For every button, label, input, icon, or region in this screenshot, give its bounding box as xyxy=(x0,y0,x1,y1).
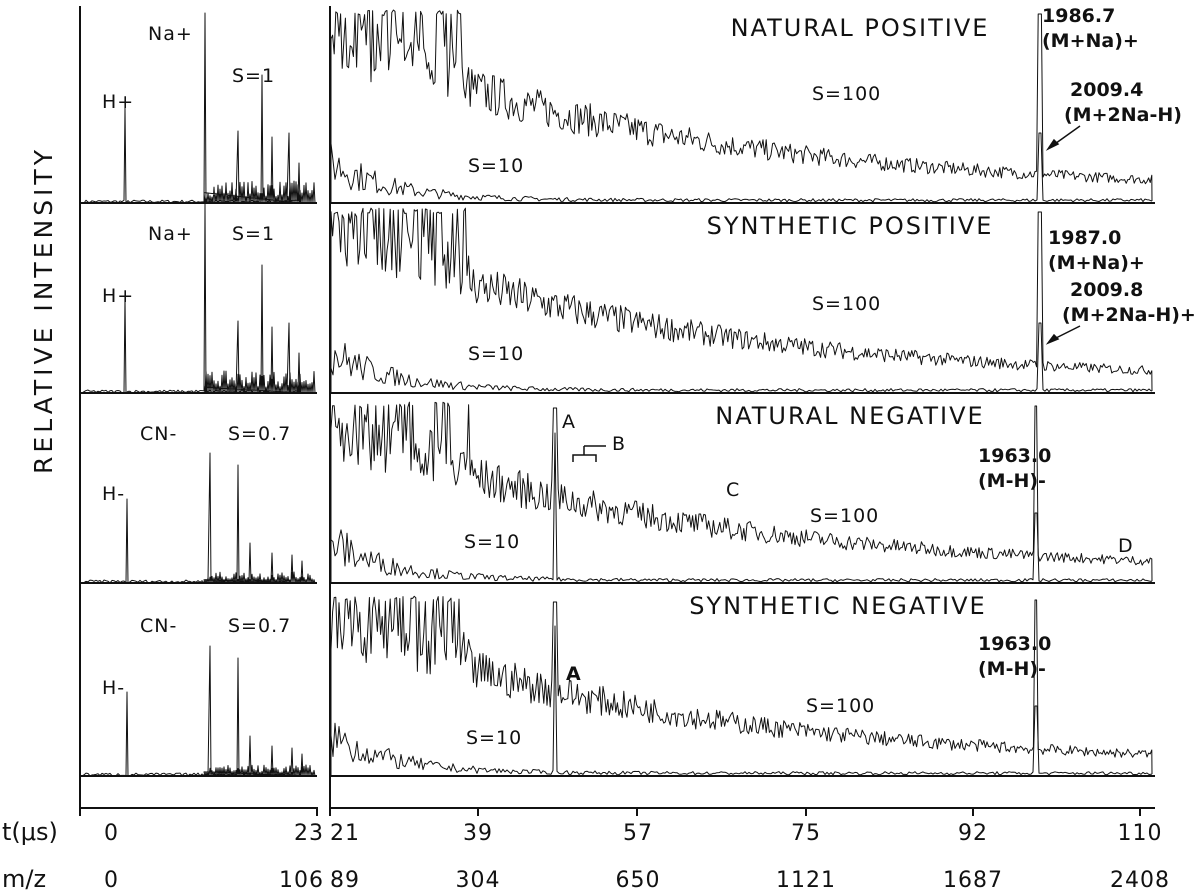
scale-label: S=10 xyxy=(468,155,524,177)
scale-label: S=100 xyxy=(812,293,881,315)
peak-mass-label: 2009.8 xyxy=(1070,279,1143,301)
panel-title: NATURAL POSITIVE xyxy=(731,14,990,42)
peak-ion-label: (M-H)- xyxy=(978,658,1046,680)
scale-label: S=100 xyxy=(810,505,879,527)
mz-tick-label: 0 xyxy=(104,868,119,891)
mz-tick-labels: 0 106 89 304 650 1121 1687 2408 xyxy=(104,868,1170,891)
peak-mass-label: 1986.7 xyxy=(1042,5,1115,27)
s100-spectrum-trace xyxy=(330,595,1153,776)
h-ion-label: H+ xyxy=(102,91,134,113)
marker-label: D xyxy=(1118,535,1134,557)
bracket-b xyxy=(572,445,606,462)
scale-label: S=0.7 xyxy=(228,423,291,445)
left-spectrum-trace xyxy=(81,202,316,394)
marker-label: C xyxy=(726,479,740,501)
axis-ticks xyxy=(79,808,1141,816)
s10-spectrum-trace xyxy=(330,322,1153,393)
h-ion-label: H- xyxy=(102,483,125,505)
na-ion-label: Na+ xyxy=(148,223,193,245)
time-axis-label: t(μs) xyxy=(2,818,58,846)
peak-mass-label: 1987.0 xyxy=(1048,227,1121,249)
peak-ion-label: (M+Na)+ xyxy=(1048,252,1145,274)
left-spectrum-trace xyxy=(81,645,316,777)
peak-mass-label: 2009.4 xyxy=(1070,79,1143,101)
s10-spectrum-trace xyxy=(330,432,1153,583)
panel-natural-negative: NATURAL NEGATIVE H- CN- S=0.7 S=100 S=10… xyxy=(81,401,1153,584)
scale-label: S=0.7 xyxy=(228,615,291,637)
cn-ion-label: CN- xyxy=(140,423,177,445)
time-tick-label: 75 xyxy=(791,821,821,846)
scale-label: S=1 xyxy=(232,65,275,87)
panel-title: SYNTHETIC POSITIVE xyxy=(707,212,994,240)
s10-spectrum-trace xyxy=(330,132,1153,203)
mz-tick-label: 304 xyxy=(456,868,501,891)
panel-natural-positive: NATURAL POSITIVE H+ Na+ S=1 S=100 S=10 1… xyxy=(82,5,1182,204)
na-ion-label: Na+ xyxy=(148,23,193,45)
time-tick-label: 110 xyxy=(1118,821,1163,846)
peak-ion-label: (M+2Na-H)+ xyxy=(1062,304,1196,326)
mz-tick-label: 1121 xyxy=(776,868,836,891)
time-tick-label: 57 xyxy=(623,821,653,846)
scale-label: S=100 xyxy=(812,83,881,105)
s100-spectrum-trace xyxy=(330,401,1153,583)
time-tick-labels: 0 23 21 39 57 75 92 110 xyxy=(104,821,1163,846)
panel-title: SYNTHETIC NEGATIVE xyxy=(689,592,986,620)
marker-label: A xyxy=(566,663,582,685)
y-axis-label: RELATIVE INTENSITY xyxy=(29,146,58,474)
s10-spectrum-trace xyxy=(330,625,1153,776)
scale-label: S=1 xyxy=(232,223,275,245)
time-tick-label: 21 xyxy=(330,821,360,846)
peak-arrow xyxy=(1045,125,1081,151)
scale-label: S=100 xyxy=(806,695,875,717)
mz-tick-label: 2408 xyxy=(1110,868,1170,891)
time-tick-label: 39 xyxy=(463,821,493,846)
axis-frame xyxy=(79,6,1155,809)
scale-label: S=10 xyxy=(466,727,522,749)
left-spectrum-trace xyxy=(81,452,316,584)
mz-tick-label: 89 xyxy=(330,868,360,891)
marker-label: B xyxy=(612,433,626,455)
time-tick-label: 23 xyxy=(294,821,324,846)
mz-axis-label: m/z xyxy=(2,865,46,891)
time-tick-label: 92 xyxy=(958,821,988,846)
mz-tick-label: 650 xyxy=(616,868,661,891)
peak-arrow xyxy=(1045,325,1081,345)
scale-label: S=10 xyxy=(464,531,520,553)
left-spectrum-trace xyxy=(82,12,316,204)
peak-mass-label: 1963.0 xyxy=(978,445,1051,467)
panel-title: NATURAL NEGATIVE xyxy=(715,402,984,430)
panel-synthetic-positive: SYNTHETIC POSITIVE H+ Na+ S=1 S=100 S=10… xyxy=(81,202,1196,394)
mz-tick-label: 1687 xyxy=(943,868,1003,891)
marker-label: A xyxy=(562,411,576,433)
mz-tick-label: 106 xyxy=(279,868,324,891)
s100-spectrum-trace xyxy=(330,207,1153,393)
h-ion-label: H- xyxy=(102,677,125,699)
s100-spectrum-trace xyxy=(330,9,1153,203)
peak-mass-label: 1963.0 xyxy=(978,633,1051,655)
h-ion-label: H+ xyxy=(102,285,134,307)
peak-ion-label: (M+2Na-H) xyxy=(1064,104,1182,126)
peak-ion-label: (M+Na)+ xyxy=(1042,30,1139,52)
cn-ion-label: CN- xyxy=(140,615,177,637)
peak-ion-label: (M-H)- xyxy=(978,470,1046,492)
panel-synthetic-negative: SYNTHETIC NEGATIVE H- CN- S=0.7 S=100 S=… xyxy=(81,592,1153,777)
scale-label: S=10 xyxy=(468,343,524,365)
time-tick-label: 0 xyxy=(104,821,119,846)
